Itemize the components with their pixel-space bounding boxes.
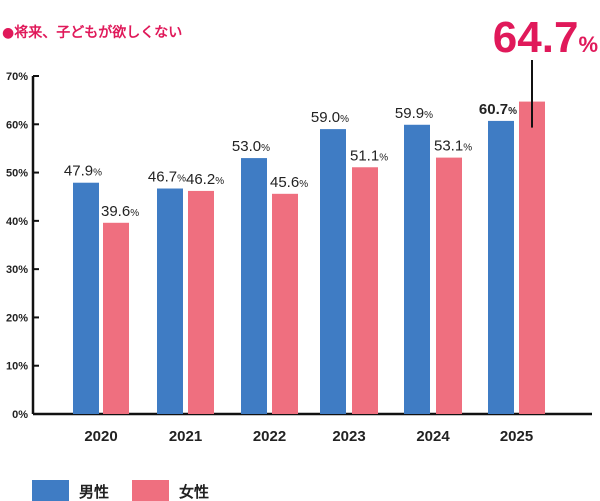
y-tick-label: 20% <box>6 312 28 324</box>
bar-male-2023 <box>320 129 346 414</box>
y-tick-label: 0% <box>12 409 28 421</box>
x-tick-label: 2021 <box>169 428 202 445</box>
legend-label: 男性 <box>79 483 109 501</box>
y-tick-label: 30% <box>6 264 28 276</box>
data-label: 46.2% <box>186 171 224 188</box>
bar-male-2022 <box>241 158 267 414</box>
legend-label: 女性 <box>179 483 209 501</box>
data-label: 59.9% <box>395 105 433 122</box>
x-tick-label: 2022 <box>253 428 286 445</box>
data-label: 53.1% <box>434 138 472 155</box>
x-tick-label: 2020 <box>84 428 117 445</box>
data-label-callout: 64.7% <box>493 13 598 62</box>
bars <box>73 101 545 415</box>
data-label: 51.1% <box>350 147 388 164</box>
data-label: 60.7% <box>479 101 517 118</box>
data-label: 53.0% <box>232 138 270 155</box>
data-label: 47.9% <box>64 163 102 180</box>
data-label: 45.6% <box>270 174 308 191</box>
data-label: 39.6% <box>101 203 139 220</box>
bar-female-2021 <box>188 190 214 414</box>
chart-title: ●将来、子どもが欲しくない <box>2 24 182 41</box>
bar-female-2020 <box>103 222 129 414</box>
bar-female-2025 <box>519 101 545 414</box>
y-tick-label: 40% <box>6 216 28 228</box>
legend: 男性 女性 <box>32 480 209 501</box>
x-tick-label: 2024 <box>416 428 450 445</box>
legend-swatch <box>132 480 169 501</box>
legend-swatch <box>32 480 69 501</box>
x-tick-label: 2023 <box>332 428 365 445</box>
bar-male-2025 <box>488 120 514 415</box>
bar-female-2024 <box>436 157 462 415</box>
data-label: 46.7% <box>148 169 186 186</box>
x-tick-label: 2025 <box>500 428 533 445</box>
y-tick-label: 50% <box>6 168 28 180</box>
y-tick-label: 60% <box>6 119 28 131</box>
y-tick-label: 70% <box>6 71 28 83</box>
bar-male-2021 <box>157 188 183 414</box>
bar-male-2024 <box>404 124 430 415</box>
y-tick-label: 10% <box>6 361 28 373</box>
bar-female-2022 <box>272 193 298 414</box>
bar-male-2020 <box>73 182 99 414</box>
data-label: 59.0% <box>311 109 349 126</box>
bar-female-2023 <box>352 167 378 414</box>
